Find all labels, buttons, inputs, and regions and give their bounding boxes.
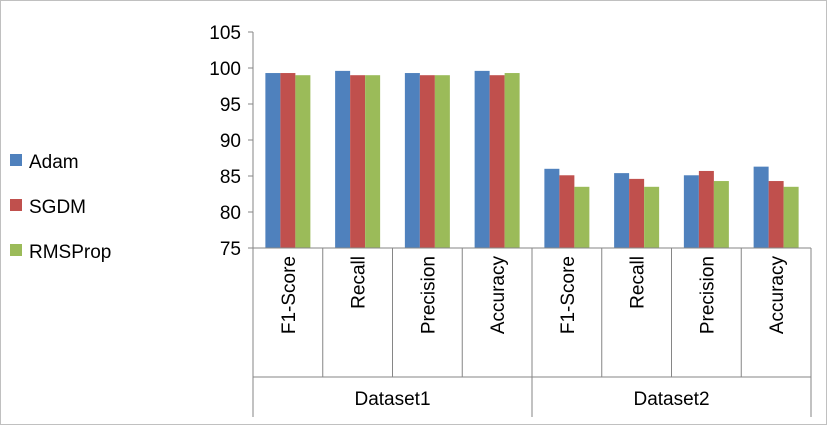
- y-tick-label: 95: [220, 95, 241, 116]
- bar-sgdm-7: [698, 170, 714, 248]
- legend-swatch-adam: [10, 154, 22, 166]
- x-category-label: Precision: [697, 256, 718, 334]
- x-group-label: Dataset2: [633, 389, 709, 410]
- bar-sgdm-4: [489, 75, 505, 248]
- legend: Adam SGDM RMSProp: [10, 152, 111, 263]
- bar-rmsprop-2: [365, 75, 381, 248]
- bar-rmsprop-7: [713, 181, 729, 248]
- bar-adam-7: [683, 175, 699, 248]
- legend-label-adam: Adam: [29, 152, 79, 173]
- bar-adam-1: [265, 73, 281, 248]
- bar-sgdm-8: [768, 181, 784, 248]
- legend-label-rmsprop: RMSProp: [29, 242, 111, 263]
- bar-sgdm-6: [629, 178, 645, 248]
- bar-rmsprop-5: [574, 186, 590, 248]
- x-category-label: Precision: [418, 256, 439, 334]
- bar-adam-6: [614, 173, 630, 248]
- y-tick-label: 100: [209, 59, 241, 80]
- bar-adam-8: [753, 166, 769, 248]
- bar-rmsprop-3: [434, 75, 450, 248]
- x-category-label: Accuracy: [767, 256, 788, 335]
- y-tick-label: 80: [220, 203, 241, 224]
- bar-adam-2: [335, 70, 351, 248]
- bar-sgdm-3: [419, 75, 435, 248]
- x-category-label: Recall: [628, 256, 649, 309]
- legend-swatch-rmsprop: [10, 244, 22, 256]
- axes-layer: 75 80 85 90 95 100 105 F1-Score Recall Precision A…: [209, 23, 812, 417]
- bar-rmsprop-6: [644, 186, 660, 248]
- x-category-label: F1-Score: [558, 256, 579, 334]
- y-tick-label: 75: [220, 239, 241, 260]
- x-category-label: Recall: [349, 256, 370, 309]
- bar-rmsprop-8: [783, 186, 799, 248]
- bar-sgdm-1: [280, 73, 296, 248]
- bar-rmsprop-4: [504, 73, 520, 248]
- y-tick-label: 105: [209, 23, 241, 44]
- bar-adam-3: [404, 73, 420, 248]
- bar-adam-4: [474, 70, 490, 248]
- bar-sgdm-5: [559, 175, 575, 248]
- y-tick-label: 90: [220, 131, 241, 152]
- bar-sgdm-2: [350, 75, 366, 248]
- bars-layer: [265, 70, 799, 248]
- bar-adam-5: [544, 168, 560, 248]
- x-group-label: Dataset1: [354, 389, 430, 410]
- y-tick-label: 85: [220, 167, 241, 188]
- bar-rmsprop-1: [295, 75, 311, 248]
- x-category-label: Accuracy: [488, 256, 509, 335]
- legend-label-sgdm: SGDM: [29, 197, 86, 218]
- x-category-label: F1-Score: [279, 256, 300, 334]
- legend-swatch-sgdm: [10, 199, 22, 211]
